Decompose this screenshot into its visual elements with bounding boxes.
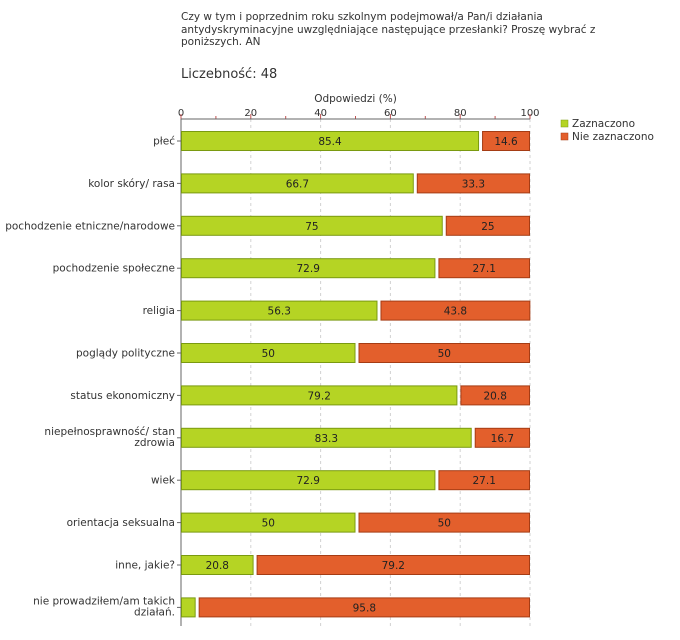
bar-segment-zaznaczono [181,173,414,194]
category-label: inne, jakie? [115,560,175,572]
data-label: 33.3 [462,178,485,190]
bar-segment-zaznaczono [181,427,472,448]
category-label: poglądy polityczne [76,348,175,360]
bar-segment-zaznaczono [181,131,480,151]
bar-segment-nie-zaznaczono [416,173,530,194]
category-label-line: zdrowia [134,437,175,449]
data-label: 75 [305,221,318,233]
x-tick-label: 40 [314,108,327,119]
data-label: 16.7 [491,433,514,445]
bar-segment-zaznaczono [181,300,378,321]
category-label: niepełnosprawność/ stan zdrowia [44,426,175,449]
data-label: 50 [438,518,451,530]
category-label: religia [143,305,175,317]
category-label: płeć [153,136,175,148]
bar-segment-zaznaczono [181,258,436,279]
data-label: 85.4 [318,136,342,148]
bar-segment-nie-zaznaczono [460,385,530,406]
data-label: 79.2 [308,390,331,402]
bar-segment-nie-zaznaczono [198,597,531,618]
category-label-line: nie prowadziłem/am takich [33,595,175,607]
bar-segment-zaznaczono [181,343,356,363]
data-label: 14.6 [494,136,518,148]
data-label: 50 [262,348,275,360]
legend-swatch [560,132,569,141]
question-text: Czy w tym i poprzednim roku szkolnym pod… [181,11,596,48]
category-label: pochodzenie społeczne [53,263,175,275]
data-label: 25 [481,221,494,233]
category-label: status ekonomiczny [70,390,175,402]
x-axis-title: Odpowiedzi (%) [314,93,397,105]
data-label: 83.3 [315,433,338,445]
data-label: 20.8 [484,390,507,402]
bar-segment-zaznaczono [181,470,436,491]
legend-label: Zaznaczono [572,118,635,130]
x-tick-label: 60 [384,108,397,119]
bar-segment-nie-zaznaczono [380,300,531,321]
bar-segment-nie-zaznaczono [438,470,530,491]
data-label: 27.1 [473,475,496,487]
data-label: 50 [262,518,275,530]
category-label: nie prowadziłem/am takich działań. [33,595,175,618]
bar-segment-zaznaczono [181,512,356,533]
category-label: pochodzenie etniczne/narodowe [5,220,175,232]
category-label-line: niepełnosprawność/ stan [44,426,175,438]
bar-segment-zaznaczono [181,215,443,236]
category-label: orientacja seksualna [67,517,175,529]
legend-swatch [560,119,569,128]
bar-segment-zaznaczono [181,597,196,618]
data-label: 20.8 [206,560,229,572]
data-label: 66.7 [286,178,309,190]
bar-segment-zaznaczono [181,555,254,575]
data-label: 56.3 [268,306,291,318]
data-label: 72.9 [297,263,320,275]
data-label: 27.1 [473,263,496,275]
data-label: 72.9 [297,475,320,487]
category-label-line: działań. [134,606,175,618]
data-label: 43.8 [444,306,467,318]
data-label: 50 [438,348,451,360]
data-label: 95.8 [353,602,376,614]
bar-segment-nie-zaznaczono [256,555,530,575]
legend-label: Nie zaznaczono [572,131,654,143]
x-tick-label: 0 [178,108,184,119]
category-label: kolor skóry/ rasa [88,178,175,190]
bar-segment-nie-zaznaczono [438,258,530,279]
bar-segment-nie-zaznaczono [445,215,530,236]
bar-segment-nie-zaznaczono [482,131,530,151]
data-label: 79.2 [382,560,405,572]
bar-segment-zaznaczono [181,385,458,406]
x-tick-label: 80 [454,108,467,119]
bar-segment-nie-zaznaczono [474,427,531,448]
bar-segment-nie-zaznaczono [358,343,530,363]
x-tick-label: 20 [244,108,257,119]
x-tick-label: 100 [520,108,539,119]
bar-segment-nie-zaznaczono [358,512,530,533]
sample-size-label: Liczebność: 48 [181,67,278,82]
category-label: wiek [151,475,176,487]
